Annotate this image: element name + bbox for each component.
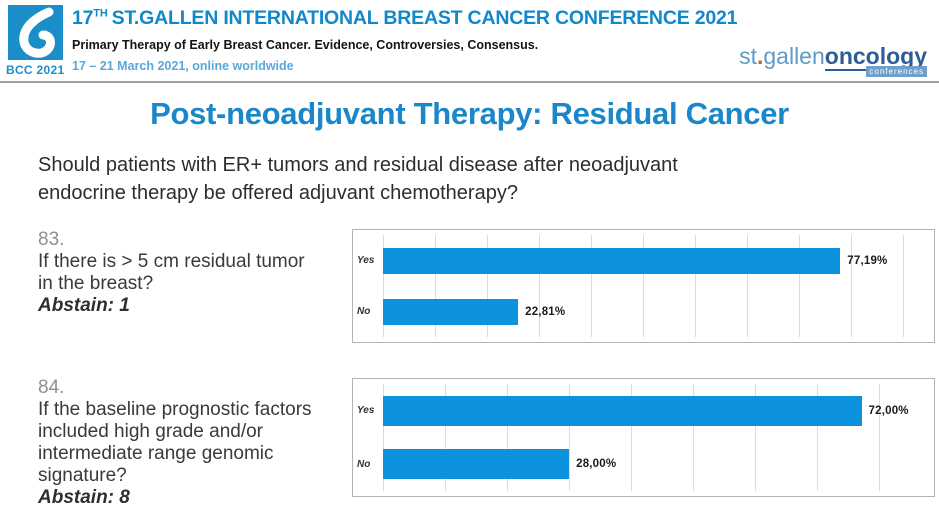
bar-area: 28,00% [383,438,928,492]
conference-title-number: 17 [72,7,94,29]
poll-question: If there is > 5 cm residual tumor in the… [38,251,305,294]
main-question-line1: Should patients with ER+ tumors and resi… [38,154,678,176]
chart-row-no: No 28,00% [357,438,928,492]
category-label: No [357,306,371,317]
value-label: 28,00% [576,458,617,471]
stgallen-logo-orange-dot: . [756,43,764,69]
stgallen-logo-dark-text: oncology [824,43,927,71]
main-question-line2: endocrine therapy be offered adjuvant ch… [38,182,518,204]
poll-abstain: Abstain: 1 [38,295,130,316]
poll-83-text-block: 83. If there is > 5 cm residual tumor in… [38,229,320,317]
bar-yes [383,247,841,274]
value-label: 77,19% [847,254,888,267]
conference-title: 17TH ST.GALLEN INTERNATIONAL BREAST CANCE… [72,7,738,30]
bcc-drop-icon [8,5,63,60]
bar-no [383,298,519,325]
header-divider [0,81,939,83]
chart-rows: Yes 72,00% No 28,00% [357,384,928,491]
bar-yes [383,395,862,426]
bcc-year: 2021 [36,63,65,77]
conference-title-ordinal: TH [93,7,108,20]
bcc-logo-caption: BCC 2021 [6,63,70,77]
bcc-logo [8,5,63,60]
chart-row-yes: Yes 72,00% [357,384,928,438]
bcc-acronym: BCC [6,63,33,77]
bar-area: 77,19% [383,235,928,286]
chart-rows: Yes 77,19% No 22,81% [357,235,928,337]
main-question: Should patients with ER+ tumors and resi… [38,151,678,207]
poll-84-text-block: 84. If the baseline prognostic factors i… [38,377,320,509]
poll-number: 84. [38,377,65,398]
stgallen-logo-light-text: st.gallen [739,43,825,69]
conference-header: 17TH ST.GALLEN INTERNATIONAL BREAST CANCE… [72,7,738,73]
poll-84-bar-chart: Yes 72,00% No 28,00% [352,378,935,497]
category-label: Yes [357,405,375,417]
conference-dates: 17 – 21 March 2021, online worldwide [72,59,294,73]
stgallen-oncology-logo: st.gallenoncology conferences [739,43,927,77]
bar-no [383,449,570,480]
conference-subtitle: Primary Therapy of Early Breast Cancer. … [72,38,539,52]
bar-area: 22,81% [383,286,928,337]
value-label: 22,81% [525,305,566,318]
poll-question: If the baseline prognostic factors inclu… [38,399,312,486]
category-label: Yes [357,255,375,266]
stgallen-logo-badge: conferences [866,66,927,77]
poll-83-bar-chart: Yes 77,19% No 22,81% [352,229,935,343]
poll-number: 83. [38,229,65,250]
chart-row-yes: Yes 77,19% [357,235,928,286]
poll-abstain: Abstain: 8 [38,487,130,508]
value-label: 72,00% [868,404,909,417]
category-label: No [357,458,371,470]
chart-row-no: No 22,81% [357,286,928,337]
bar-area: 72,00% [383,384,928,438]
conference-title-text: ST.GALLEN INTERNATIONAL BREAST CANCER CO… [111,7,738,29]
slide-title: Post-neoadjuvant Therapy: Residual Cance… [150,96,789,131]
